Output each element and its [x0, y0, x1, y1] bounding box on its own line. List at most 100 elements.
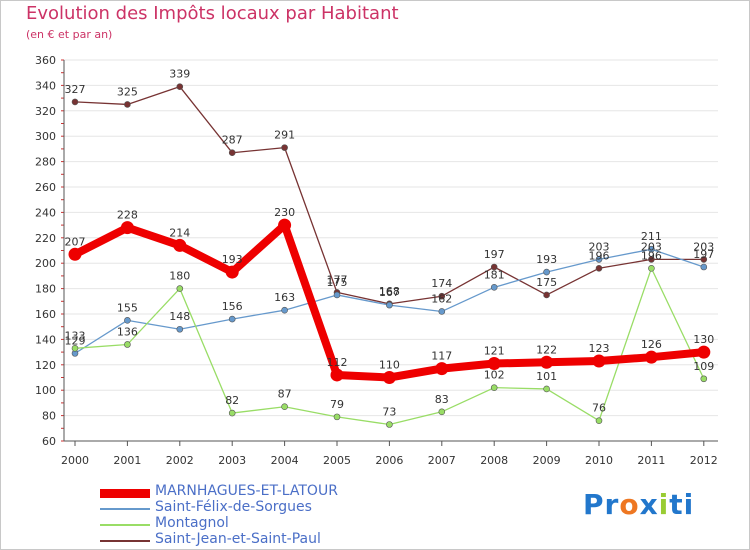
logo-letter: x — [639, 488, 659, 521]
data-point — [648, 245, 655, 253]
y-tick-label: 320 — [35, 105, 56, 118]
data-label: 109 — [693, 360, 714, 373]
legend-swatch — [100, 540, 150, 542]
data-point — [124, 317, 131, 324]
data-point — [281, 144, 288, 151]
data-point — [595, 256, 603, 263]
data-label: 175 — [327, 276, 348, 289]
data-label: 207 — [65, 235, 86, 248]
data-label: 180 — [169, 270, 190, 283]
data-point — [595, 264, 603, 272]
data-point — [176, 325, 184, 333]
y-tick-label: 280 — [35, 156, 56, 169]
y-tick-label: 120 — [35, 359, 56, 372]
x-tick-label: 2011 — [637, 454, 665, 467]
data-point — [386, 421, 393, 428]
data-point — [176, 285, 184, 292]
data-label: 155 — [117, 301, 138, 314]
data-point — [281, 306, 288, 314]
data-label: 129 — [65, 334, 86, 347]
data-label: 130 — [693, 333, 714, 346]
y-tick-label: 80 — [42, 410, 56, 423]
data-label: 339 — [169, 68, 190, 81]
y-tick-label: 240 — [35, 206, 56, 219]
data-point — [438, 292, 446, 300]
data-label: 291 — [274, 129, 295, 142]
data-label: 117 — [431, 350, 452, 363]
logo-letter: i — [683, 488, 695, 521]
data-label: 79 — [330, 398, 344, 411]
data-point — [176, 83, 184, 90]
data-label: 203 — [693, 240, 714, 253]
data-point — [386, 301, 393, 309]
data-point — [438, 408, 446, 416]
data-label: 168 — [379, 285, 400, 298]
legend-swatch — [100, 489, 150, 498]
data-point — [435, 362, 449, 376]
data-point — [333, 413, 341, 421]
logo-letter: r — [604, 488, 620, 521]
legend-swatch — [100, 524, 150, 526]
x-tick-label: 2012 — [690, 454, 718, 467]
data-label: 101 — [536, 370, 557, 383]
x-tick-label: 2004 — [271, 454, 299, 467]
data-point — [228, 409, 236, 417]
data-point — [124, 341, 131, 348]
y-tick-label: 180 — [35, 283, 56, 296]
x-tick-label: 2008 — [480, 454, 508, 467]
x-tick-label: 2002 — [166, 454, 194, 467]
data-label: 230 — [274, 206, 295, 219]
data-point — [700, 256, 708, 263]
legend-label: Saint-Jean-et-Saint-Paul — [155, 531, 321, 547]
data-label: 203 — [589, 240, 610, 253]
x-tick-label: 2007 — [428, 454, 456, 467]
logo-letter: o — [619, 488, 640, 521]
data-label: 148 — [169, 310, 190, 323]
data-label: 136 — [117, 325, 138, 338]
y-tick-label: 300 — [35, 130, 56, 143]
data-label: 203 — [641, 240, 662, 253]
legend-label: MARNHAGUES-ET-LATOUR — [155, 483, 338, 499]
data-point — [700, 263, 708, 271]
data-point — [543, 291, 550, 299]
data-point — [382, 371, 396, 384]
x-tick-label: 2003 — [218, 454, 246, 467]
data-point — [278, 218, 292, 232]
x-tick-label: 2000 — [61, 454, 89, 467]
data-point — [68, 247, 82, 261]
data-point — [490, 263, 498, 271]
data-label: 211 — [641, 230, 662, 243]
data-label: 82 — [225, 394, 239, 407]
data-point — [71, 344, 79, 352]
data-label: 76 — [592, 402, 606, 415]
data-point — [487, 357, 501, 371]
chart-title: Evolution des Impôts locaux par Habitant — [26, 3, 399, 24]
data-point — [228, 149, 236, 157]
y-tick-label: 340 — [35, 79, 56, 92]
data-label: 327 — [65, 83, 86, 96]
data-label: 228 — [117, 209, 138, 222]
data-label: 73 — [382, 405, 396, 418]
y-tick-label: 260 — [35, 181, 56, 194]
data-label: 133 — [65, 329, 86, 342]
x-tick-label: 2001 — [113, 454, 141, 467]
data-label: 102 — [484, 369, 505, 382]
data-label: 177 — [327, 273, 348, 286]
data-label: 156 — [222, 300, 243, 313]
y-tick-label: 140 — [35, 333, 56, 346]
y-tick-label: 60 — [42, 435, 56, 448]
data-point — [124, 101, 131, 108]
data-label: 122 — [536, 343, 557, 356]
y-tick-label: 220 — [35, 232, 56, 245]
x-tick-label: 2006 — [375, 454, 403, 467]
data-label: 175 — [536, 276, 557, 289]
data-label: 181 — [484, 268, 505, 281]
legend-label: Montagnol — [155, 515, 229, 531]
data-point — [543, 385, 550, 393]
data-label: 287 — [222, 134, 243, 147]
data-point — [225, 265, 239, 279]
x-tick-label: 2005 — [323, 454, 351, 467]
data-point — [592, 354, 606, 368]
